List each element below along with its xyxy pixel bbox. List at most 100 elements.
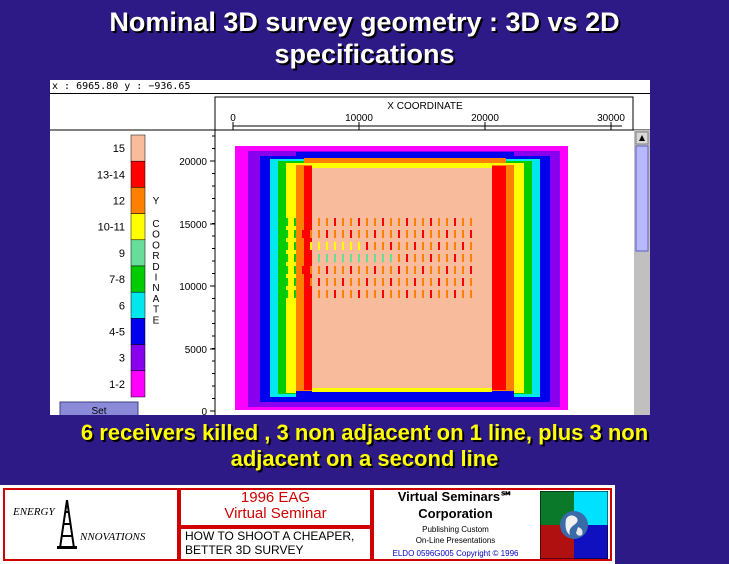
reduced-fold-marker: [406, 242, 408, 250]
legend-swatch: [130, 160, 146, 188]
reduced-fold-marker: [422, 242, 424, 250]
legend-label: 10-11: [98, 222, 125, 234]
reduced-fold-marker: [398, 230, 400, 238]
scrollbar-thumb[interactable]: [635, 145, 649, 252]
energy-innovations-logo-box: [3, 488, 179, 561]
presenter-footer: ENERGY NNOVATIONS 1996 EAG Virtual Semin…: [0, 485, 615, 564]
reduced-fold-marker: [414, 278, 416, 286]
virtual-seminars-name-line1: Virtual Seminars℠: [397, 489, 514, 504]
legend-label: 15: [113, 143, 125, 155]
reduced-fold-marker: [310, 278, 312, 286]
reduced-fold-marker: [430, 254, 432, 262]
y-axis-title-letter: E: [153, 315, 160, 326]
fold-zone: [312, 163, 492, 168]
reduced-fold-marker: [470, 278, 472, 286]
reduced-fold-marker: [398, 266, 400, 274]
reduced-fold-marker: [358, 278, 360, 286]
reduced-fold-marker: [470, 242, 472, 250]
fold-zone: [296, 391, 514, 398]
legend-label: 3: [119, 353, 125, 365]
reduced-fold-marker: [342, 254, 344, 262]
reduced-fold-marker: [430, 218, 432, 226]
reduced-fold-marker: [302, 266, 304, 274]
readout-divider: [50, 93, 650, 94]
reduced-fold-marker: [438, 254, 440, 262]
reduced-fold-marker: [342, 266, 344, 274]
reduced-fold-marker: [382, 266, 384, 274]
reduced-fold-marker: [382, 230, 384, 238]
reduced-fold-marker: [310, 266, 312, 274]
reduced-fold-marker: [462, 278, 464, 286]
reduced-fold-marker: [350, 266, 352, 274]
reduced-fold-marker: [374, 230, 376, 238]
reduced-fold-marker: [446, 278, 448, 286]
reduced-fold-marker: [438, 278, 440, 286]
reduced-fold-marker: [406, 278, 408, 286]
legend-swatch: [130, 187, 146, 214]
x-tick-label: 20000: [471, 113, 499, 124]
reduced-fold-marker: [326, 218, 328, 226]
reduced-fold-marker: [438, 290, 440, 298]
reduced-fold-marker: [430, 290, 432, 298]
cursor-coordinate-readout: x : 6965.80 y : −936.65: [52, 81, 191, 92]
reduced-fold-marker: [358, 254, 360, 262]
y-axis-title-letter: T: [153, 305, 159, 316]
reduced-fold-marker: [454, 290, 456, 298]
set-button[interactable]: [59, 401, 139, 415]
slide-title-line1: Nominal 3D survey geometry : 3D vs 2D: [109, 7, 620, 37]
event-title: 1996 EAG: [240, 489, 311, 506]
reduced-fold-marker: [342, 242, 344, 250]
reduced-fold-marker: [406, 266, 408, 274]
reduced-fold-marker: [294, 290, 296, 298]
reduced-fold-marker: [350, 278, 352, 286]
reduced-fold-marker: [398, 242, 400, 250]
reduced-fold-marker: [350, 230, 352, 238]
reduced-fold-marker: [366, 242, 368, 250]
reduced-fold-marker: [390, 254, 392, 262]
y-axis-title-letter: Y: [153, 196, 160, 207]
talk-title-box: [179, 527, 372, 561]
fold-map-canvas[interactable]: X COORDINATE 0 10000 20000 30000 20000 15000…: [50, 80, 650, 415]
reduced-fold-marker: [462, 242, 464, 250]
reduced-fold-marker: [302, 218, 304, 226]
event-subtitle: Virtual Seminar: [224, 505, 327, 522]
reduced-fold-marker: [318, 242, 320, 250]
reduced-fold-marker: [438, 266, 440, 274]
reduced-fold-marker: [286, 266, 288, 274]
globe-icon: [540, 491, 608, 559]
reduced-fold-marker: [294, 266, 296, 274]
reduced-fold-marker: [470, 266, 472, 274]
y-axis-title-letter: N: [152, 283, 159, 294]
fold-zone: [492, 168, 504, 388]
set-button-label: Set: [91, 406, 106, 415]
reduced-fold-marker: [422, 218, 424, 226]
tagline-line2: On-Line Presentations: [415, 536, 496, 545]
y-axis-title-letter: R: [152, 251, 159, 262]
reduced-fold-marker: [366, 218, 368, 226]
reduced-fold-marker: [430, 266, 432, 274]
reduced-fold-marker: [446, 218, 448, 226]
reduced-fold-marker: [334, 242, 336, 250]
reduced-fold-marker: [350, 218, 352, 226]
y-axis-title-letter: O: [152, 230, 160, 241]
reduced-fold-marker: [310, 254, 312, 262]
reduced-fold-marker: [366, 230, 368, 238]
y-tick-label: 15000: [179, 220, 207, 231]
reduced-fold-marker: [406, 290, 408, 298]
reduced-fold-marker: [366, 290, 368, 298]
reduced-fold-marker: [406, 230, 408, 238]
reduced-fold-marker: [294, 218, 296, 226]
reduced-fold-marker: [310, 242, 312, 250]
reduced-fold-marker: [294, 278, 296, 286]
reduced-fold-marker: [366, 266, 368, 274]
energy-innovations-name-line2: NNOVATIONS: [80, 531, 146, 543]
reduced-fold-marker: [414, 266, 416, 274]
legend-label: 12: [113, 196, 125, 208]
reduced-fold-marker: [454, 242, 456, 250]
reduced-fold-marker: [310, 290, 312, 298]
reduced-fold-marker: [334, 266, 336, 274]
reduced-fold-marker: [350, 242, 352, 250]
reduced-fold-marker: [334, 230, 336, 238]
reduced-fold-marker: [422, 230, 424, 238]
reduced-fold-marker: [470, 218, 472, 226]
